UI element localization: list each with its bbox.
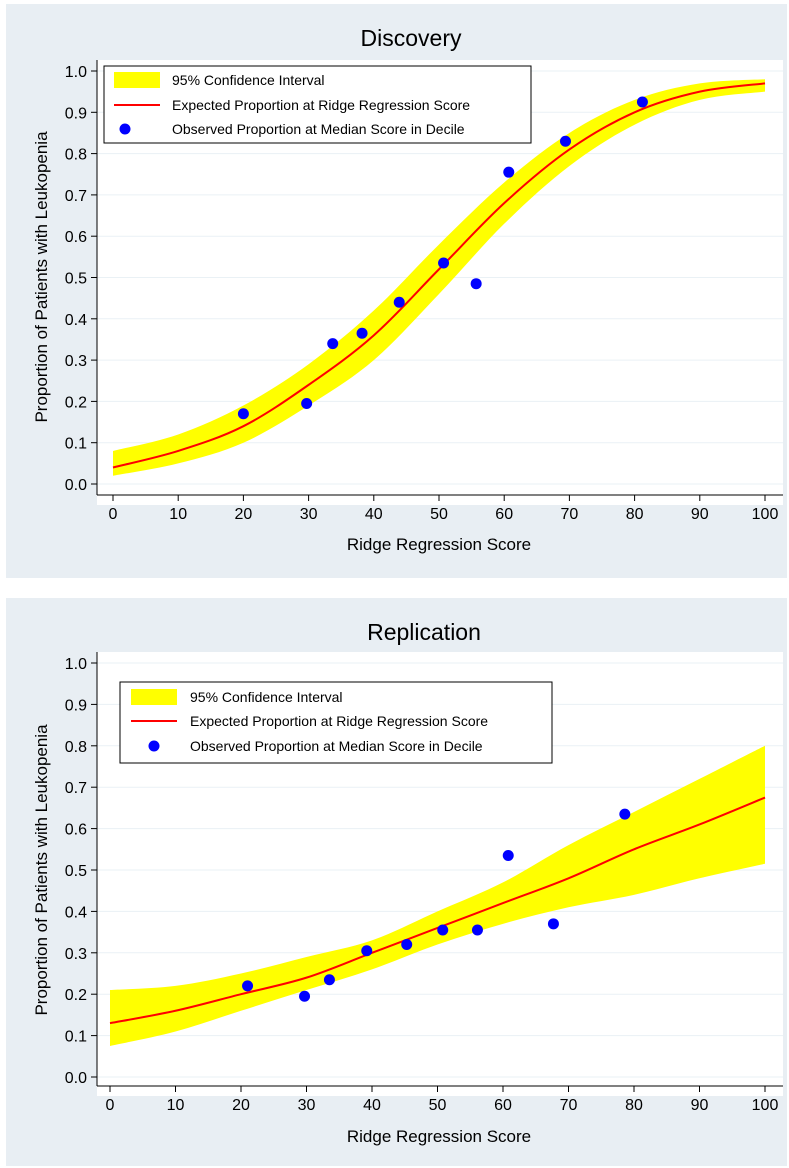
- y-tick-label: 0.7: [65, 188, 87, 205]
- observed-point: [393, 296, 405, 308]
- observed-points-layer: [242, 808, 631, 1002]
- y-tick-label: 0.1: [65, 436, 87, 453]
- x-tick-label: 0: [109, 506, 118, 523]
- y-tick-label: 0.4: [65, 904, 87, 921]
- observed-point: [559, 135, 571, 147]
- legend: 95% Confidence Interval Expected Proport…: [103, 65, 532, 144]
- y-tick-label: 0.6: [65, 822, 87, 839]
- legend-box: [119, 681, 553, 764]
- y-tick-label: 0.6: [65, 229, 87, 246]
- chart-title: Replication: [367, 619, 481, 645]
- x-tick-label: 40: [363, 1097, 381, 1114]
- expected-line-layer: [112, 82, 766, 469]
- ci-band: [113, 79, 765, 476]
- y-tick-label: 0.8: [65, 739, 87, 756]
- y-tick-label: 0.2: [65, 987, 87, 1004]
- axes: 0.0 0.1 0.2 0.3 0.4 0.5 0.6 0.7 0.8 0.9 1.0 0 10 20 30…: [65, 652, 783, 1114]
- x-tick-label: 50: [430, 506, 448, 523]
- y-tick-label: 0.8: [65, 147, 87, 164]
- observed-point: [356, 327, 368, 339]
- x-tick-label: 80: [626, 506, 644, 523]
- legend-observed-swatch: [119, 123, 131, 135]
- legend-ci-label: 95% Confidence Interval: [172, 72, 325, 88]
- x-tick-label: 40: [365, 506, 383, 523]
- ci-band-layer: [110, 745, 765, 1046]
- observed-point: [327, 338, 339, 350]
- observed-point: [237, 408, 249, 420]
- observed-point: [437, 924, 449, 936]
- legend-expected-label: Expected Proportion at Ridge Regression …: [190, 713, 488, 729]
- legend-expected-label: Expected Proportion at Ridge Regression …: [172, 97, 470, 113]
- y-tick-label: 0.5: [65, 271, 87, 288]
- x-tick-label: 30: [298, 1097, 316, 1114]
- y-tick-label: 0.5: [65, 863, 87, 880]
- y-axis-title: Proportion of Patients with Leukopenia: [32, 724, 51, 1016]
- observed-point: [547, 918, 559, 930]
- y-tick-label: 0.7: [65, 780, 87, 797]
- x-tick-label: 80: [625, 1097, 643, 1114]
- axes: 0.0 0.1 0.2 0.3 0.4 0.5 0.6 0.7 0.8 0.9 1.0 0 10 20 30…: [65, 60, 783, 523]
- x-tick-label: 100: [752, 506, 779, 523]
- y-tick-label: 0.0: [65, 477, 87, 494]
- observed-point: [636, 96, 648, 108]
- x-tick-label: 10: [169, 506, 187, 523]
- legend-ci-swatch: [131, 689, 177, 705]
- x-tick-label: 10: [167, 1097, 185, 1114]
- panel-discovery: Discovery 0.0 0.1 0.2 0.3 0.4 0.5 0.6 0.7 0.8 0.9…: [6, 4, 787, 578]
- y-tick-label: 0.3: [65, 353, 87, 370]
- observed-point: [323, 974, 335, 986]
- observed-point: [299, 990, 311, 1002]
- observed-points-layer: [237, 96, 648, 420]
- observed-point: [301, 397, 313, 409]
- x-tick-label: 70: [560, 1097, 578, 1114]
- x-axis-title: Ridge Regression Score: [347, 535, 531, 554]
- x-tick-label: 60: [495, 506, 513, 523]
- observed-point: [619, 808, 631, 820]
- y-tick-label: 0.4: [65, 312, 87, 329]
- y-tick-label: 0.2: [65, 394, 87, 411]
- observed-point: [242, 980, 254, 992]
- legend-box: [103, 65, 532, 144]
- x-tick-label: 90: [691, 1097, 709, 1114]
- ci-band-layer: [113, 79, 765, 476]
- observed-point: [471, 924, 483, 936]
- y-tick-label: 0.9: [65, 697, 87, 714]
- y-tick-label: 1.0: [65, 656, 87, 673]
- x-axis-title: Ridge Regression Score: [347, 1127, 531, 1146]
- y-tick-label: 0.1: [65, 1029, 87, 1046]
- observed-point: [361, 945, 373, 957]
- x-tick-label: 100: [752, 1097, 779, 1114]
- chart-title: Discovery: [361, 25, 462, 51]
- x-tick-label: 60: [494, 1097, 512, 1114]
- expected-line-layer: [109, 796, 766, 1025]
- y-tick-label: 0.9: [65, 105, 87, 122]
- y-tick-label: 0.3: [65, 946, 87, 963]
- x-tick-label: 70: [561, 506, 579, 523]
- x-tick-label: 30: [300, 506, 318, 523]
- observed-point: [502, 850, 514, 862]
- x-tick-label: 20: [235, 506, 253, 523]
- legend-observed-label: Observed Proportion at Median Score in D…: [172, 121, 465, 137]
- panel-replication: Replication 0.00.10.20.30.40.50.60.70.80…: [6, 598, 787, 1166]
- x-tick-label: 20: [232, 1097, 250, 1114]
- legend-ci-swatch: [114, 72, 160, 88]
- x-tick-label: 50: [429, 1097, 447, 1114]
- y-axis-title: Proportion of Patients with Leukopenia: [32, 131, 51, 423]
- observed-point: [438, 257, 450, 269]
- x-tick-label: 0: [106, 1097, 115, 1114]
- legend: 95% Confidence Interval Expected Proport…: [119, 681, 553, 764]
- legend-observed-label: Observed Proportion at Median Score in D…: [190, 738, 483, 754]
- y-tick-label: 1.0: [65, 64, 87, 81]
- y-tick-label: 0.0: [65, 1070, 87, 1087]
- expected-line: [109, 796, 766, 1025]
- legend-ci-label: 95% Confidence Interval: [190, 689, 343, 705]
- x-tick-label: 90: [691, 506, 709, 523]
- observed-point: [503, 166, 515, 178]
- observed-point: [470, 278, 482, 290]
- ci-band: [110, 745, 765, 1046]
- expected-line: [112, 82, 766, 469]
- observed-point: [401, 939, 413, 951]
- legend-observed-swatch: [148, 740, 160, 752]
